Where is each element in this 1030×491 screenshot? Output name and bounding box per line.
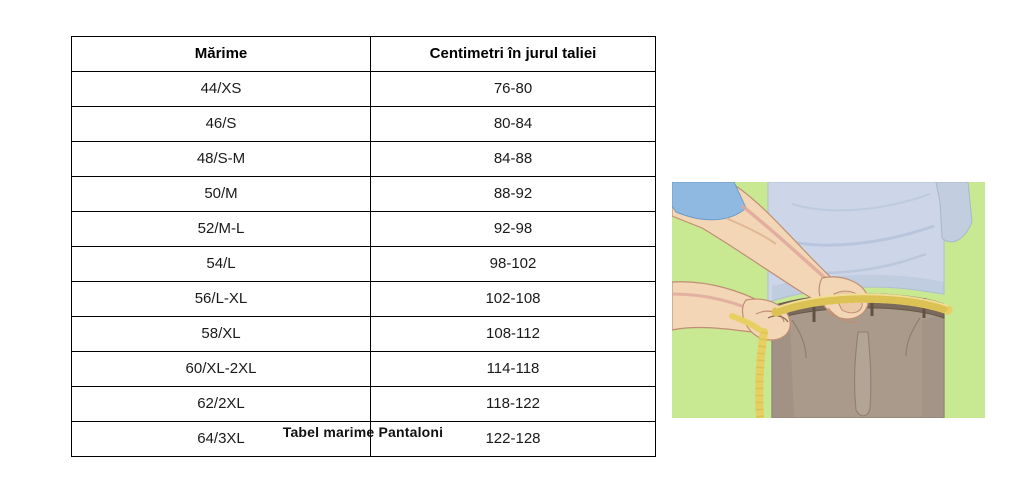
cell-size: 48/S-M bbox=[71, 141, 371, 177]
table-header-row: Mărime Centimetri în jurul taliei bbox=[71, 36, 656, 72]
cell-waist-cm: 114-118 bbox=[370, 351, 656, 387]
cell-waist-cm: 76-80 bbox=[370, 71, 656, 107]
tape-measure-ticks bbox=[771, 293, 953, 317]
size-chart-table: Mărime Centimetri în jurul taliei 44/XS … bbox=[71, 36, 656, 457]
cell-size: 52/M-L bbox=[71, 211, 371, 247]
table-row: 48/S-M 84-88 bbox=[71, 141, 656, 177]
tape-measure-highlight bbox=[775, 293, 949, 309]
cell-size: 58/XL bbox=[71, 316, 371, 352]
table-caption: Tabel marime Pantaloni bbox=[282, 424, 444, 440]
cell-size: 62/2XL bbox=[71, 386, 371, 422]
tape-measure-band bbox=[771, 293, 953, 317]
sleeve-blue bbox=[672, 182, 747, 221]
cell-size: 54/L bbox=[71, 246, 371, 282]
pocket-seam-right bbox=[905, 317, 921, 357]
table-row: 64/3XL 122-128 bbox=[71, 421, 656, 457]
tape-measure-end bbox=[729, 313, 763, 333]
cell-size: 64/3XL bbox=[71, 421, 371, 457]
tshirt-sleeve-right bbox=[935, 182, 973, 243]
cell-waist-cm: 118-122 bbox=[370, 386, 656, 422]
waist-measurement-illustration bbox=[672, 182, 985, 418]
cell-waist-cm: 88-92 bbox=[370, 176, 656, 212]
waist-measurement-graphic bbox=[672, 182, 985, 418]
table-body: 44/XS 76-80 46/S 80-84 48/S-M 84-88 50/M… bbox=[71, 71, 656, 457]
arm-upper-shading bbox=[725, 217, 777, 245]
pants-shadow-left bbox=[772, 322, 794, 418]
table-row: 46/S 80-84 bbox=[71, 106, 656, 142]
table-row: 50/M 88-92 bbox=[71, 176, 656, 212]
cell-waist-cm: 98-102 bbox=[370, 246, 656, 282]
table-row: 54/L 98-102 bbox=[71, 246, 656, 282]
cell-waist-cm: 102-108 bbox=[370, 281, 656, 317]
cell-size: 46/S bbox=[71, 106, 371, 142]
size-chart-container: Mărime Centimetri în jurul taliei 44/XS … bbox=[71, 36, 656, 457]
shirt-fold-3 bbox=[791, 193, 931, 212]
tape-measure-tail-ticks bbox=[755, 331, 768, 418]
cell-waist-cm: 92-98 bbox=[370, 211, 656, 247]
table-row: 60/XL-2XL 114-118 bbox=[71, 351, 656, 387]
tape-grip-detail bbox=[767, 315, 789, 323]
fingers-upper bbox=[827, 307, 861, 323]
cell-size: 44/XS bbox=[71, 71, 371, 107]
table-row: 58/XL 108-112 bbox=[71, 316, 656, 352]
column-header-size: Mărime bbox=[71, 36, 371, 72]
table-row: 62/2XL 118-122 bbox=[71, 386, 656, 422]
cell-size: 50/M bbox=[71, 176, 371, 212]
cell-waist-cm: 84-88 bbox=[370, 141, 656, 177]
table-row: 56/L-XL 102-108 bbox=[71, 281, 656, 317]
cell-waist-cm: 80-84 bbox=[370, 106, 656, 142]
cell-waist-cm: 122-128 bbox=[370, 421, 656, 457]
cell-size: 60/XL-2XL bbox=[71, 351, 371, 387]
table-row: 44/XS 76-80 bbox=[71, 71, 656, 107]
column-header-waist-cm: Centimetri în jurul taliei bbox=[370, 36, 656, 72]
table-row: 52/M-L 92-98 bbox=[71, 211, 656, 247]
pocket-seam-left bbox=[791, 319, 807, 359]
pants-shadow-right bbox=[922, 314, 944, 418]
cell-waist-cm: 108-112 bbox=[370, 316, 656, 352]
cell-size: 56/L-XL bbox=[71, 281, 371, 317]
pants-fly-seam bbox=[853, 331, 872, 417]
tape-measure-tail bbox=[755, 328, 768, 418]
